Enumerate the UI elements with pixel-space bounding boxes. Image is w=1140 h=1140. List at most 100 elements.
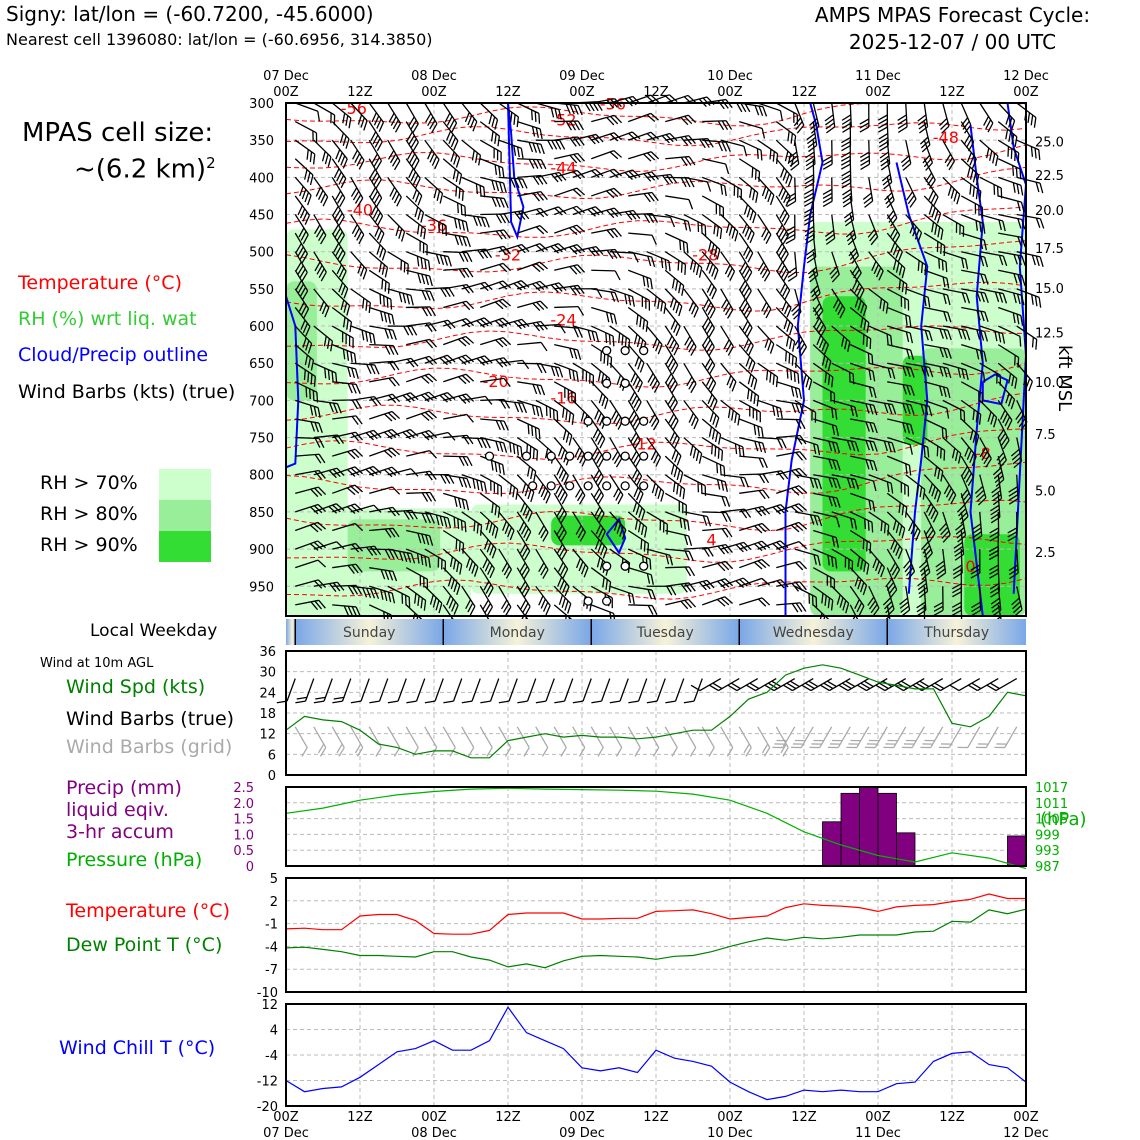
wind-barb [442,121,459,151]
barb-feather [374,138,381,148]
wind-barb [701,437,724,461]
barb-feather [828,441,833,452]
barb-staff [961,325,985,333]
barb-feather [863,196,873,204]
barb-staff [295,102,319,112]
barb-feather [310,488,319,498]
barb-staff [535,243,559,253]
barb-feather [536,450,539,461]
barb-feather [872,480,877,492]
barb-feather [1018,418,1026,428]
pressure-tick-label: 1017 [1035,781,1068,796]
barb-feather [476,320,485,328]
barb-feather [754,105,760,116]
barb-feather [866,322,870,333]
wind-barb [368,269,390,294]
barb-feather [535,244,545,253]
wind-barb [517,341,548,352]
barb-staff [997,474,1003,499]
barb-feather [579,495,586,505]
barb-feather [826,126,836,134]
barb-feather [317,486,327,496]
barb-feather [757,426,761,437]
barb-staff [591,207,615,216]
wind-barb-10m [369,678,389,704]
barb-feather [816,335,822,346]
barb-feather [429,513,435,524]
wind-barb-10m [628,678,648,704]
barb-feather [315,132,318,144]
barb-staff [776,521,800,532]
wind-barb [405,232,428,256]
barb-staff [405,121,419,143]
barb-feather [336,212,343,223]
barb-staff [958,677,981,692]
barb-feather [813,443,817,454]
barb-feather [796,124,805,134]
wind-barb [757,399,783,419]
barb-feather [439,357,448,366]
barb-staff [868,585,880,609]
wind-barb [812,567,836,590]
barb-feather [704,225,707,236]
wind-barb [887,381,915,396]
barb-staff [591,114,615,123]
barb-staff [868,288,889,304]
barb-feather [487,587,494,598]
barb-feather [702,336,709,346]
wind-barb-10m [820,677,851,692]
barb-feather [788,155,798,163]
wind-barb [886,492,908,518]
wind-barb [701,232,721,260]
wind-barb [368,214,385,244]
barb-feather [712,682,723,690]
barb-feather [849,251,858,261]
barb-feather [558,468,565,479]
weekday-band [443,619,592,645]
barb-feather [428,275,433,287]
wind-barb [331,306,353,333]
barb-staff [874,726,888,748]
barb-staff [572,206,596,216]
wind-barb [757,288,772,319]
pressure-tick-label: 500 [249,246,274,261]
barb-feather [424,556,428,567]
wind-barb [646,94,678,104]
barb-feather [480,217,486,228]
barb-staff [942,474,957,496]
barb-feather [983,116,990,126]
barb-feather [591,447,599,458]
barb-feather [905,314,908,326]
barb-feather [779,110,783,121]
barb-feather [686,376,693,387]
barb-feather [343,288,349,299]
wind-barb [294,288,310,319]
barb-feather [867,228,876,238]
barb-feather [424,411,434,420]
barb-feather [909,332,914,344]
barb-feather [878,126,888,133]
barb-feather [613,150,623,158]
wind-barb [776,581,807,592]
barb-feather [671,342,678,353]
barb-feather [551,140,558,150]
barb-feather [963,469,970,480]
kft-tick-label: 2.5 [1035,546,1056,561]
barb-feather [989,150,993,161]
wind-barb [998,195,1025,213]
wind-barb [850,492,876,512]
barb-feather [653,453,659,464]
barb-feather [428,391,438,400]
barb-feather [684,264,687,275]
pressure-tick-label: 999 [1035,828,1060,843]
barb-staff [591,269,616,272]
barb-feather [304,214,311,225]
barb-staff [479,139,502,153]
wind-barb-grid [516,726,530,757]
barb-feather [878,133,889,140]
barb-feather [517,245,526,254]
barb-feather [804,215,814,222]
barb-feather [362,587,368,598]
barb-feather [490,460,494,471]
barb-feather [299,208,306,219]
